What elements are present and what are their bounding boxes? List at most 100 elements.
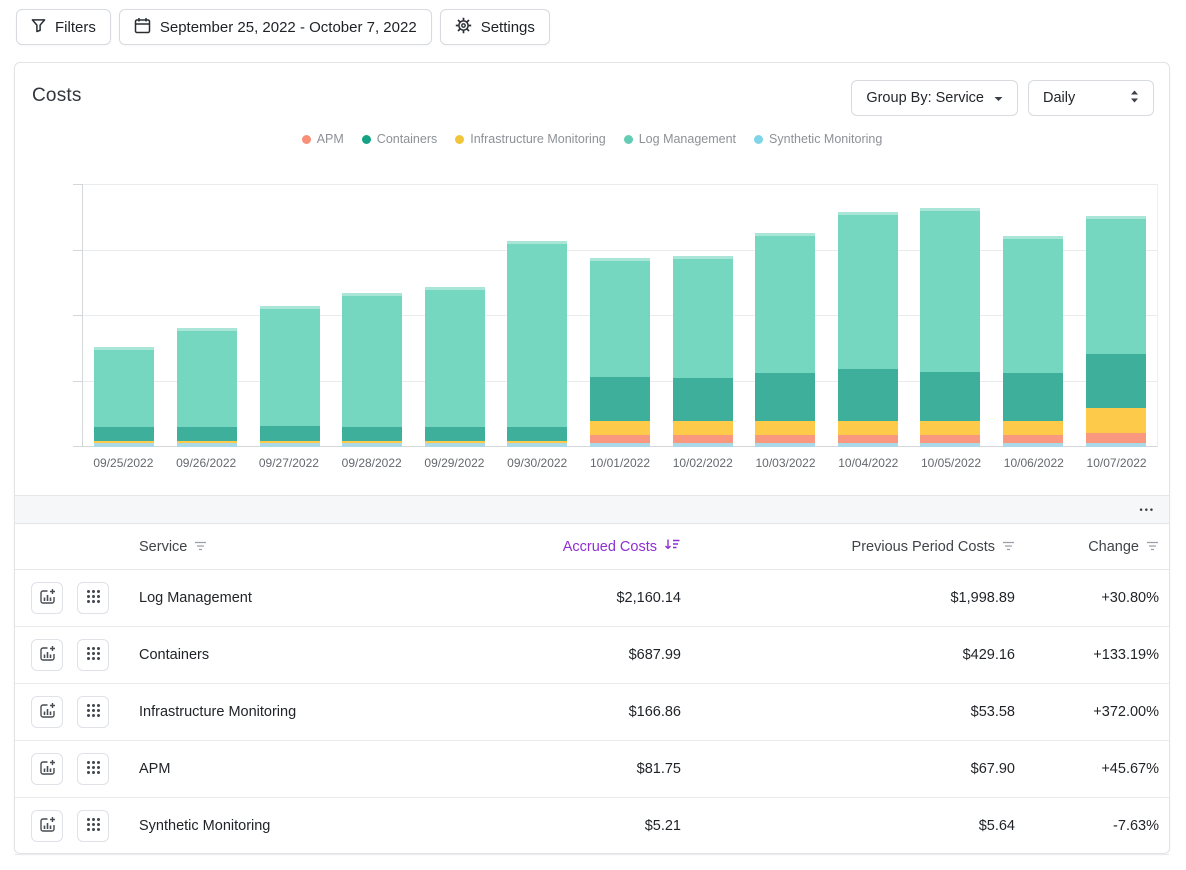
funnel-icon bbox=[31, 18, 46, 37]
grid-button[interactable] bbox=[77, 753, 109, 785]
y-axis-tick bbox=[73, 446, 83, 447]
add-graph-button[interactable] bbox=[31, 582, 63, 614]
bar-segment-log-management bbox=[424, 287, 485, 427]
bar-segment-containers bbox=[507, 427, 568, 441]
bar-10/05/2022[interactable] bbox=[920, 208, 981, 447]
column-header-change[interactable]: Change bbox=[1015, 539, 1159, 555]
previous-costs-cell: $429.16 bbox=[962, 647, 1015, 663]
add-graph-button[interactable] bbox=[31, 696, 63, 728]
add-graph-button[interactable] bbox=[31, 753, 63, 785]
table-menu-button[interactable]: ••• bbox=[1140, 505, 1155, 514]
bar-10/06/2022[interactable] bbox=[1003, 236, 1063, 447]
legend-dot bbox=[301, 134, 311, 144]
table-row-synthetic-monitoring: Synthetic Monitoring $5.21 $5.64 -7.63% bbox=[15, 798, 1169, 855]
y-axis-tick bbox=[73, 250, 83, 251]
bar-09/29/2022[interactable] bbox=[424, 287, 485, 447]
bar-slot bbox=[83, 184, 166, 447]
bar-segment-infrastructure-monitoring bbox=[342, 441, 403, 443]
column-header-previous-period-costs[interactable]: Previous Period Costs bbox=[681, 539, 1015, 555]
sort-filter-icon bbox=[194, 539, 207, 555]
x-axis-label: 09/30/2022 bbox=[507, 456, 568, 470]
bar-09/30/2022[interactable] bbox=[507, 241, 568, 447]
column-header-service[interactable]: Service bbox=[139, 539, 451, 555]
service-name-cell: APM bbox=[139, 761, 171, 777]
bar-10/03/2022[interactable] bbox=[755, 233, 816, 447]
grid-button[interactable] bbox=[77, 639, 109, 671]
grid-icon bbox=[86, 817, 101, 835]
gear-icon bbox=[455, 17, 472, 38]
add-graph-icon bbox=[39, 588, 56, 608]
bar-segment-log-management bbox=[755, 233, 816, 373]
bar-09/26/2022[interactable] bbox=[176, 328, 237, 447]
change-cell: -7.63% bbox=[1113, 818, 1159, 834]
column-label: Change bbox=[1088, 538, 1139, 555]
filters-button[interactable]: Filters bbox=[16, 9, 111, 45]
interval-select[interactable]: Daily bbox=[1028, 80, 1154, 116]
bar-slot bbox=[744, 184, 827, 447]
settings-button[interactable]: Settings bbox=[439, 9, 550, 45]
previous-costs-cell: $1,998.89 bbox=[950, 590, 1015, 606]
legend-label: Log Management bbox=[638, 132, 737, 146]
bar-segment-containers bbox=[176, 427, 237, 441]
grid-button[interactable] bbox=[77, 810, 109, 842]
chart-legend: APM Containers Infrastructure Monitoring Lo… bbox=[15, 132, 1169, 146]
calendar-icon bbox=[134, 17, 151, 38]
date-range-button[interactable]: September 25, 2022 - October 7, 2022 bbox=[118, 9, 432, 45]
service-name-cell: Log Management bbox=[139, 590, 252, 606]
accrued-costs-cell: $5.21 bbox=[644, 818, 681, 834]
grid-icon bbox=[86, 703, 101, 721]
ellipsis-icon: ••• bbox=[1139, 504, 1155, 514]
bar-10/01/2022[interactable] bbox=[589, 258, 650, 447]
x-axis-labels: 09/25/2022 09/26/2022 09/27/2022 09/28/2022… bbox=[82, 456, 1158, 470]
top-toolbar: Filters September 25, 2022 - October 7, … bbox=[16, 9, 550, 45]
group-by-dropdown[interactable]: Group By: Service bbox=[851, 80, 1018, 116]
bar-10/07/2022[interactable] bbox=[1085, 216, 1146, 447]
bar-segment-containers bbox=[94, 427, 155, 441]
bar-09/27/2022[interactable] bbox=[259, 306, 320, 447]
grid-button[interactable] bbox=[77, 696, 109, 728]
bar-segment-apm bbox=[672, 435, 733, 443]
change-cell: +372.00% bbox=[1093, 704, 1159, 720]
bar-10/04/2022[interactable] bbox=[837, 212, 898, 447]
legend-item-infrastructure-monitoring[interactable]: Infrastructure Monitoring bbox=[455, 132, 606, 146]
bar-slot bbox=[1074, 184, 1157, 447]
bar-slot bbox=[331, 184, 414, 447]
change-cell: +30.80% bbox=[1101, 590, 1159, 606]
legend-item-apm[interactable]: APM bbox=[301, 132, 344, 146]
bar-segment-synthetic-monitoring bbox=[755, 443, 816, 447]
x-axis-label: 10/04/2022 bbox=[838, 456, 899, 470]
bar-segment-log-management bbox=[589, 258, 650, 377]
legend-item-log-management[interactable]: Log Management bbox=[623, 132, 737, 146]
x-axis-label: 10/06/2022 bbox=[1003, 456, 1064, 470]
bar-segment-containers bbox=[424, 427, 485, 441]
bar-segment-synthetic-monitoring bbox=[176, 443, 237, 447]
x-axis-label: 10/03/2022 bbox=[755, 456, 816, 470]
row-actions bbox=[31, 582, 139, 614]
bar-slot bbox=[992, 184, 1075, 447]
bar-segment-infrastructure-monitoring bbox=[920, 421, 981, 435]
chart-controls: Group By: Service Daily bbox=[851, 80, 1154, 116]
grid-button[interactable] bbox=[77, 582, 109, 614]
y-axis-tick bbox=[73, 381, 83, 382]
add-graph-button[interactable] bbox=[31, 639, 63, 671]
legend-item-synthetic-monitoring[interactable]: Synthetic Monitoring bbox=[754, 132, 882, 146]
bar-segment-log-management bbox=[1003, 236, 1063, 373]
bar-09/25/2022[interactable] bbox=[94, 347, 155, 447]
add-graph-button[interactable] bbox=[31, 810, 63, 842]
bar-segment-synthetic-monitoring bbox=[259, 443, 320, 447]
bar-09/28/2022[interactable] bbox=[342, 293, 403, 447]
bar-segment-infrastructure-monitoring bbox=[1085, 408, 1146, 433]
bar-slot bbox=[166, 184, 249, 447]
bar-segment-containers bbox=[1003, 373, 1063, 421]
change-cell: +45.67% bbox=[1101, 761, 1159, 777]
bar-segment-synthetic-monitoring bbox=[94, 443, 155, 447]
costs-table-body: Log Management $2,160.14 $1,998.89 +30.80% C… bbox=[15, 570, 1169, 855]
legend-item-containers[interactable]: Containers bbox=[361, 132, 437, 146]
bar-segment-containers bbox=[672, 378, 733, 421]
table-row-log-management: Log Management $2,160.14 $1,998.89 +30.80% bbox=[15, 570, 1169, 627]
column-header-accrued-costs[interactable]: Accrued Costs bbox=[451, 538, 681, 555]
bar-10/02/2022[interactable] bbox=[672, 256, 733, 447]
bar-segment-apm bbox=[1003, 435, 1063, 443]
service-name-cell: Containers bbox=[139, 647, 210, 663]
row-actions bbox=[31, 639, 139, 671]
